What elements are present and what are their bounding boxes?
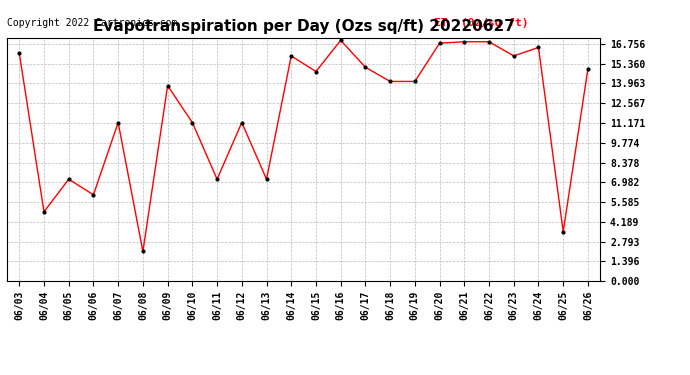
Text: Copyright 2022 Cartronics.com: Copyright 2022 Cartronics.com (7, 18, 177, 28)
Title: Evapotranspiration per Day (Ozs sq/ft) 20220627: Evapotranspiration per Day (Ozs sq/ft) 2… (92, 18, 515, 33)
Text: ET  (0z/sq ft): ET (0z/sq ft) (434, 18, 529, 28)
